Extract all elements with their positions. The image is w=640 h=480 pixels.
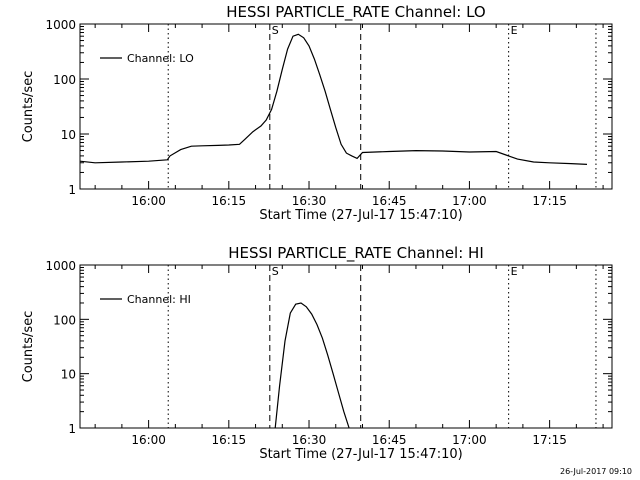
x-tick-label: 16:30 — [292, 194, 327, 208]
y-tick-label: 1000 — [45, 259, 76, 273]
legend-label: Channel: HI — [127, 293, 191, 306]
y-tick-label: 10 — [61, 368, 76, 382]
chart-title: HESSI PARTICLE_RATE Channel: HI — [228, 244, 484, 263]
y-tick-label: 1 — [68, 183, 76, 197]
event-marker-label: S — [272, 265, 279, 278]
x-tick-label: 17:00 — [452, 433, 487, 447]
y-tick-label: 1000 — [45, 18, 76, 32]
event-marker-label: E — [511, 24, 518, 37]
event-marker-label: S — [272, 24, 279, 37]
y-tick-label: 10 — [61, 128, 76, 142]
y-tick-label: 100 — [53, 313, 76, 327]
x-axis-label: Start Time (27-Jul-17 15:47:10) — [259, 208, 462, 223]
y-tick-label: 100 — [53, 73, 76, 87]
x-tick-label: 16:45 — [372, 433, 407, 447]
x-tick-label: 17:00 — [452, 194, 487, 208]
chart-title: HESSI PARTICLE_RATE Channel: LO — [226, 3, 485, 22]
x-tick-label: 16:30 — [292, 433, 327, 447]
chart-panel-0: HESSI PARTICLE_RATE Channel: LO S E 1 10 100 1… — [21, 3, 613, 223]
y-tick-label: 1 — [68, 422, 76, 436]
x-tick-label: 16:00 — [131, 194, 166, 208]
x-axis-label: Start Time (27-Jul-17 15:47:10) — [259, 447, 462, 462]
timestamp: 26-Jul-2017 09:10 — [559, 467, 632, 476]
x-tick-label: 17:15 — [532, 433, 567, 447]
event-marker-label: E — [511, 265, 518, 278]
x-tick-label: 17:15 — [532, 194, 567, 208]
x-tick-label: 16:15 — [212, 194, 247, 208]
y-axis-label: Counts/sec — [21, 311, 36, 383]
chart-panel-1: HESSI PARTICLE_RATE Channel: HI S E 1 10 100 1… — [21, 244, 613, 462]
series-line — [274, 302, 350, 428]
series-line — [80, 33, 588, 165]
x-tick-label: 16:00 — [131, 433, 166, 447]
plot-frame — [79, 264, 613, 429]
legend-label: Channel: LO — [127, 52, 194, 65]
x-tick-label: 16:45 — [372, 194, 407, 208]
y-axis-label: Counts/sec — [21, 71, 36, 143]
x-tick-label: 16:15 — [212, 433, 247, 447]
plot-frame — [79, 23, 613, 190]
